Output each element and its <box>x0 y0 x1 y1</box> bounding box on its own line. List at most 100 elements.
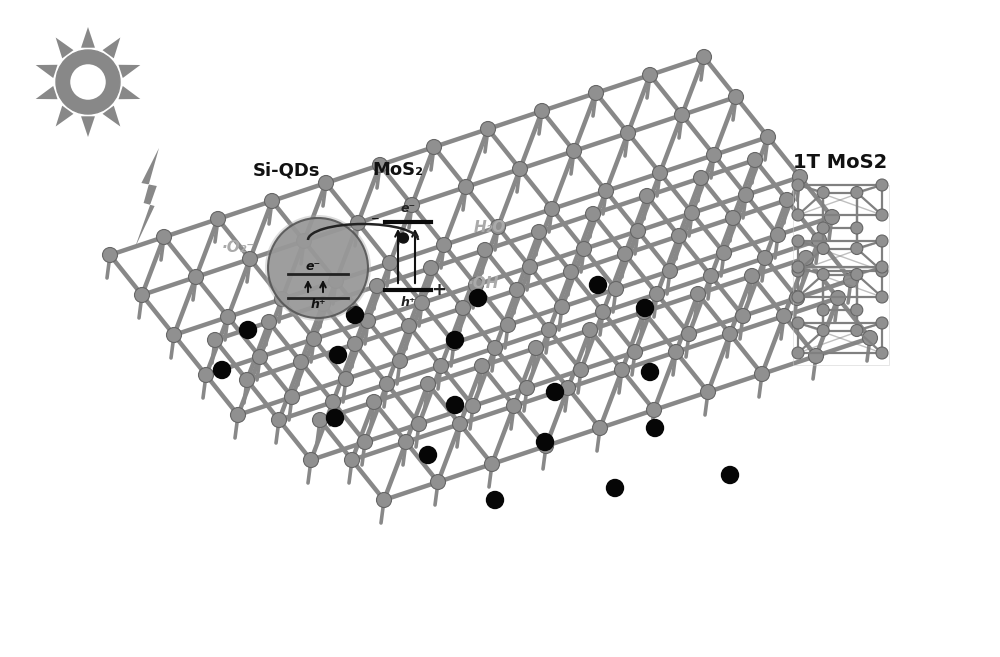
Circle shape <box>240 321 256 338</box>
Circle shape <box>434 359 448 373</box>
Polygon shape <box>56 106 73 127</box>
Circle shape <box>792 170 808 185</box>
Circle shape <box>590 277 606 294</box>
Circle shape <box>690 286 706 302</box>
Circle shape <box>588 85 604 101</box>
Circle shape <box>242 252 258 267</box>
Circle shape <box>674 108 690 122</box>
Circle shape <box>398 233 408 243</box>
Circle shape <box>628 344 642 359</box>
Circle shape <box>662 263 678 279</box>
Circle shape <box>468 277 484 292</box>
Circle shape <box>380 376 394 392</box>
Circle shape <box>392 353 408 369</box>
Circle shape <box>452 417 468 432</box>
Circle shape <box>446 336 462 350</box>
Circle shape <box>512 162 528 177</box>
Circle shape <box>103 248 118 263</box>
Circle shape <box>776 309 792 323</box>
Circle shape <box>722 466 738 484</box>
Polygon shape <box>103 37 120 58</box>
Circle shape <box>366 394 382 409</box>
Circle shape <box>546 384 564 401</box>
Circle shape <box>415 296 430 311</box>
Circle shape <box>851 269 863 281</box>
Circle shape <box>817 325 829 336</box>
Circle shape <box>351 215 366 231</box>
Circle shape <box>876 317 888 329</box>
Circle shape <box>304 453 318 468</box>
Circle shape <box>642 363 658 380</box>
Text: ⁻: ⁻ <box>371 213 379 231</box>
Circle shape <box>542 323 556 338</box>
Text: e⁻: e⁻ <box>400 202 416 215</box>
Circle shape <box>716 246 732 260</box>
Circle shape <box>770 227 786 242</box>
Circle shape <box>507 399 522 413</box>
Circle shape <box>372 158 388 173</box>
Text: h⁺: h⁺ <box>310 298 326 311</box>
Circle shape <box>532 225 546 240</box>
Circle shape <box>736 309 750 323</box>
Text: e⁻: e⁻ <box>305 260 321 273</box>
Circle shape <box>576 242 592 256</box>
Circle shape <box>722 327 738 342</box>
Circle shape <box>486 491 504 509</box>
Circle shape <box>851 187 863 198</box>
Circle shape <box>606 480 624 497</box>
Circle shape <box>538 438 554 453</box>
Text: +: + <box>432 281 446 299</box>
Circle shape <box>792 347 804 359</box>
Circle shape <box>398 434 414 449</box>
Circle shape <box>56 50 120 114</box>
Text: Si-QDs: Si-QDs <box>253 161 321 179</box>
Circle shape <box>682 327 696 342</box>
Circle shape <box>420 447 436 463</box>
Circle shape <box>210 212 226 227</box>
Text: 1T MoS2: 1T MoS2 <box>793 152 887 171</box>
Circle shape <box>620 125 636 141</box>
Circle shape <box>326 409 344 426</box>
Circle shape <box>780 193 794 208</box>
Circle shape <box>478 242 492 258</box>
Circle shape <box>294 355 308 369</box>
Circle shape <box>876 235 888 247</box>
Circle shape <box>456 300 471 315</box>
Polygon shape <box>36 86 58 99</box>
Circle shape <box>614 363 630 378</box>
Circle shape <box>761 129 776 145</box>
Circle shape <box>631 223 646 238</box>
Circle shape <box>876 347 888 359</box>
Circle shape <box>564 265 578 279</box>
Text: H₂O: H₂O <box>474 221 506 235</box>
Circle shape <box>475 359 490 373</box>
Circle shape <box>436 237 452 252</box>
Circle shape <box>554 300 570 315</box>
Circle shape <box>637 304 652 319</box>
Circle shape <box>338 371 354 386</box>
Circle shape <box>876 261 888 273</box>
Circle shape <box>424 260 438 275</box>
Circle shape <box>134 288 150 302</box>
Circle shape <box>808 348 824 363</box>
Circle shape <box>426 139 442 154</box>
Circle shape <box>700 384 716 399</box>
Circle shape <box>544 202 560 217</box>
Circle shape <box>618 246 633 261</box>
Circle shape <box>264 194 280 208</box>
Circle shape <box>704 269 718 284</box>
Circle shape <box>652 166 668 181</box>
Polygon shape <box>56 37 73 58</box>
Circle shape <box>480 122 496 137</box>
Circle shape <box>490 219 506 235</box>
Circle shape <box>876 265 888 277</box>
Circle shape <box>582 323 598 338</box>
Circle shape <box>534 104 550 118</box>
Circle shape <box>640 189 654 204</box>
Circle shape <box>817 187 829 198</box>
Text: ·O₂⁻: ·O₂⁻ <box>221 240 255 254</box>
Circle shape <box>446 397 464 413</box>
Circle shape <box>360 313 376 328</box>
Circle shape <box>214 361 230 378</box>
Circle shape <box>312 413 328 428</box>
